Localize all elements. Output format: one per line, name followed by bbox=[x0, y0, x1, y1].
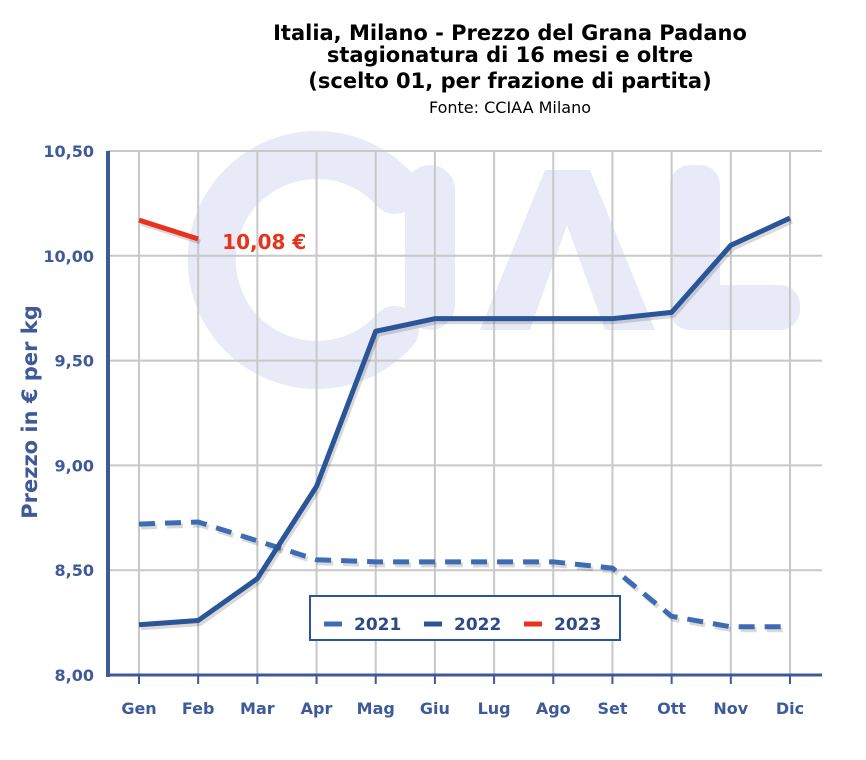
x-tick-label: Lug bbox=[478, 699, 511, 718]
y-tick-label: 8,00 bbox=[55, 666, 94, 685]
x-tick-label: Nov bbox=[713, 699, 748, 718]
x-tick-label: Ago bbox=[536, 699, 571, 718]
x-tick-label: Dic bbox=[776, 699, 804, 718]
x-tick-label: Giu bbox=[420, 699, 450, 718]
watermark-letter-a bbox=[480, 170, 655, 330]
x-tick-label: Gen bbox=[121, 699, 156, 718]
series-line-2021 bbox=[138, 519, 790, 630]
chart-title-line-3: (scelto 01, per frazione di partita) bbox=[308, 69, 712, 93]
series-line-2023 bbox=[138, 217, 199, 242]
y-tick-label: 9,00 bbox=[55, 456, 94, 475]
watermark-letter-l-foot bbox=[670, 285, 800, 330]
x-tick-label: Feb bbox=[182, 699, 215, 718]
legend-label-2021: 2021 bbox=[354, 615, 401, 635]
legend-label-2023: 2023 bbox=[554, 615, 601, 635]
watermark-logo bbox=[187, 131, 800, 389]
chart-source: Fonte: CCIAA Milano bbox=[428, 98, 592, 117]
y-tick-label: 10,00 bbox=[43, 247, 94, 266]
y-axis-label: Prezzo in € per kg bbox=[18, 305, 42, 519]
y-tick-label: 10,50 bbox=[43, 142, 94, 161]
watermark-letter-i bbox=[405, 165, 455, 330]
y-tick-label: 9,50 bbox=[55, 352, 94, 371]
x-tick-label: Ott bbox=[657, 699, 686, 718]
legend-box bbox=[309, 595, 621, 641]
x-tick-label: Mar bbox=[240, 699, 275, 718]
x-tick-label: Apr bbox=[301, 699, 333, 718]
legend-label-2022: 2022 bbox=[454, 615, 501, 635]
watermark-letter-c bbox=[187, 131, 419, 389]
chart-title-line-2: stagionatura di 16 mesi e oltre bbox=[326, 43, 694, 67]
series-shadow-2022 bbox=[140, 218, 794, 631]
data-label-2023: 10,08 € bbox=[222, 230, 306, 254]
chart-title-line-1: Italia, Milano - Prezzo del Grana Padano bbox=[273, 21, 747, 45]
y-tick-label: 8,50 bbox=[55, 561, 94, 580]
x-tick-label: Mag bbox=[357, 699, 395, 718]
series-line-2022 bbox=[138, 215, 792, 628]
x-tick-label: Set bbox=[597, 699, 627, 718]
legend: 2021 2022 2023 bbox=[309, 595, 621, 641]
